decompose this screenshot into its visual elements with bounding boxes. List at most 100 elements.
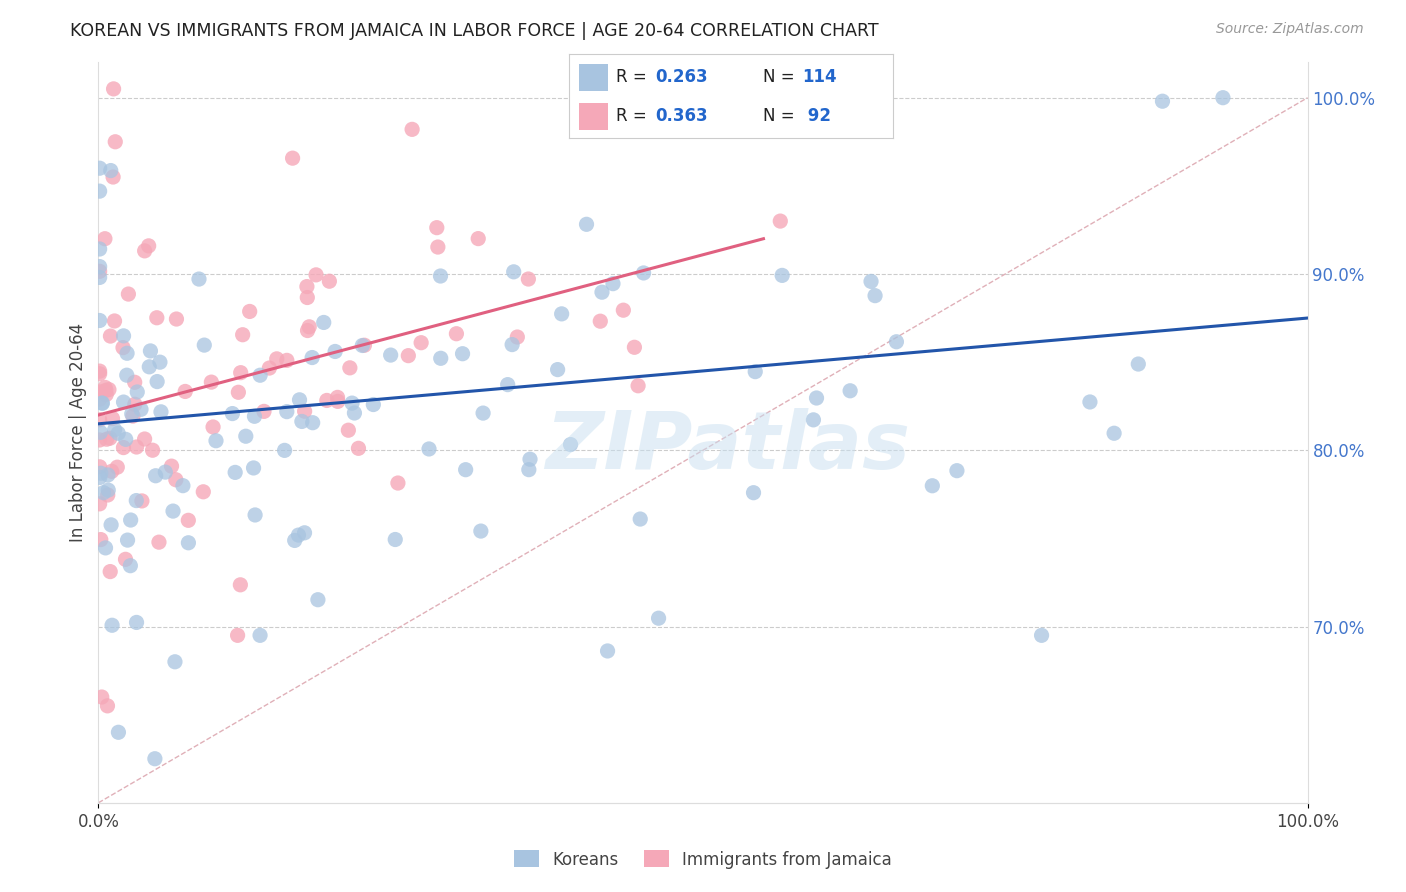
Point (89, 270, 111, 285)
Point (596, 644, 619, 658)
Point (1078, 395, 1101, 409)
Point (502, 265, 524, 279)
Point (89, 392, 111, 406)
Point (1031, 628, 1053, 642)
Point (165, 473, 187, 487)
Point (155, 465, 177, 479)
Text: 114: 114 (803, 69, 837, 87)
Point (339, 360, 361, 375)
Point (89, 470, 111, 484)
Point (90, 690, 112, 704)
Text: 0.363: 0.363 (655, 107, 707, 125)
Point (97, 467, 120, 482)
Point (94, 380, 117, 394)
Point (276, 353, 298, 368)
Point (114, 552, 136, 566)
Point (97, 488, 120, 502)
Point (115, 368, 138, 383)
Point (454, 463, 477, 477)
Point (188, 272, 211, 286)
Point (318, 274, 340, 288)
Point (94, 541, 117, 555)
Point (142, 443, 165, 458)
Point (287, 528, 309, 542)
Text: 92: 92 (803, 107, 831, 125)
Point (363, 398, 385, 412)
Point (243, 409, 266, 424)
Point (131, 494, 153, 508)
Point (886, 334, 908, 349)
Point (517, 272, 540, 286)
Point (228, 385, 250, 400)
Point (89, 413, 111, 427)
Point (101, 169, 124, 184)
Point (295, 279, 318, 293)
Point (226, 628, 249, 642)
Point (172, 478, 194, 492)
Point (104, 423, 127, 437)
Point (100, 329, 122, 343)
Legend: Koreans, Immigrants from Jamaica: Koreans, Immigrants from Jamaica (515, 850, 891, 869)
Point (353, 338, 375, 352)
Point (326, 390, 349, 404)
Point (90, 467, 112, 481)
Point (411, 335, 433, 350)
Point (647, 611, 669, 625)
Point (96, 698, 118, 713)
Point (103, 82, 125, 96)
Point (149, 355, 172, 369)
Point (114, 433, 136, 447)
Point (89, 425, 111, 440)
Text: R =: R = (616, 69, 652, 87)
Point (288, 392, 311, 407)
Point (249, 368, 271, 383)
Point (770, 268, 793, 283)
Point (94, 384, 117, 398)
Point (100, 163, 122, 178)
Point (301, 351, 323, 365)
Point (298, 319, 321, 334)
Point (273, 443, 295, 458)
Point (89, 184, 111, 198)
Point (100, 517, 122, 532)
Point (284, 533, 307, 548)
Point (863, 288, 886, 302)
Point (115, 346, 138, 360)
Point (347, 442, 370, 456)
Point (89, 497, 111, 511)
Point (294, 404, 316, 418)
Point (139, 343, 162, 358)
Point (112, 441, 135, 455)
Point (517, 463, 540, 477)
Point (946, 464, 969, 478)
Point (90, 533, 112, 547)
Point (193, 338, 215, 352)
Point (177, 535, 200, 549)
Point (612, 303, 634, 318)
Point (384, 533, 406, 547)
FancyBboxPatch shape (579, 63, 609, 91)
Point (337, 423, 360, 437)
Point (628, 512, 651, 526)
Point (547, 362, 569, 376)
Point (297, 324, 319, 338)
Point (501, 337, 523, 351)
Point (91, 396, 114, 410)
Point (96, 387, 118, 401)
Point (426, 240, 449, 254)
Point (769, 214, 792, 228)
Point (101, 411, 124, 425)
Point (506, 330, 529, 344)
Point (591, 285, 613, 300)
Point (623, 340, 645, 354)
Point (112, 329, 135, 343)
Point (177, 513, 200, 527)
Point (326, 394, 349, 409)
Point (281, 151, 304, 165)
Point (125, 615, 148, 630)
Point (103, 314, 125, 328)
Text: N =: N = (763, 107, 800, 125)
Point (111, 341, 134, 355)
Point (122, 409, 145, 423)
Text: N =: N = (763, 69, 800, 87)
